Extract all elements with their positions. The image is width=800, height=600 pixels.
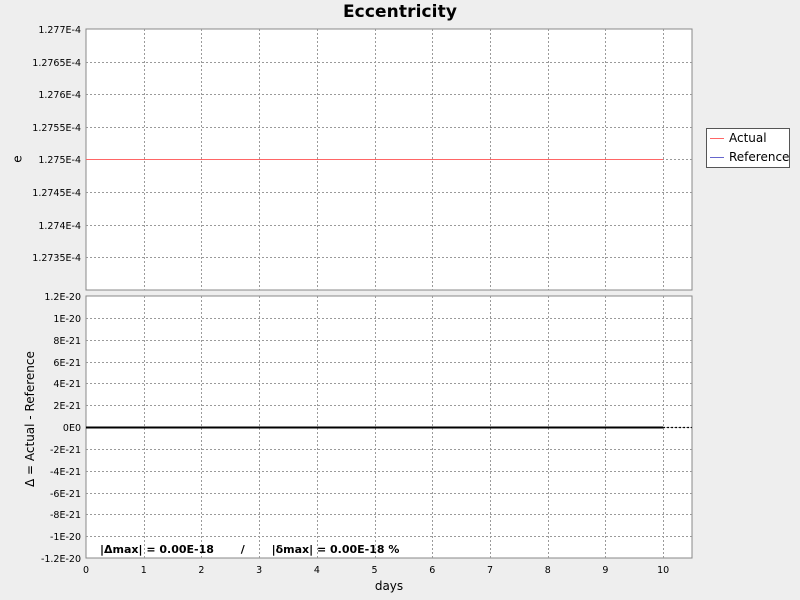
x-tick-label: 9 xyxy=(602,565,608,576)
x-tick-label: 6 xyxy=(429,565,435,576)
y-tick-label: 1.2745E-4 xyxy=(32,188,81,199)
x-tick-label: 3 xyxy=(256,565,262,576)
y-tick-label: 0E0 xyxy=(63,423,81,434)
y-tick-label: -1E-20 xyxy=(50,532,81,543)
y-tick-label: 1.2E-20 xyxy=(44,292,81,303)
x-tick-label: 4 xyxy=(314,565,320,576)
x-tick-label: 1 xyxy=(141,565,147,576)
chart-title: Eccentricity xyxy=(342,2,458,22)
y-tick-label: 1.2765E-4 xyxy=(32,58,81,69)
y-tick-label: 1.274E-4 xyxy=(38,221,81,232)
legend-swatch-reference xyxy=(710,156,724,158)
bottom-plot: 1.2E-20 1E-20 8E-21 6E-21 4E-21 2E-21 0E0 -2E-2… xyxy=(41,292,693,576)
y-tick-label: 8E-21 xyxy=(53,336,81,347)
legend-label-reference: Reference xyxy=(729,150,790,164)
delta-stats-annotation: |Δmax| = 0.00E-18 / |δmax| = 0.00E-18 % xyxy=(100,543,400,556)
y-tick-label: 1.2755E-4 xyxy=(32,123,81,134)
legend-swatch-actual xyxy=(710,137,724,139)
x-tick-label: 0 xyxy=(83,565,89,576)
y-tick-label: 1.275E-4 xyxy=(38,155,81,166)
legend-item-actual: Actual xyxy=(710,130,767,146)
legend: Actual Reference xyxy=(706,128,790,168)
x-tick-label: 10 xyxy=(657,565,669,576)
x-tick-label: 2 xyxy=(198,565,204,576)
x-tick-label: 8 xyxy=(545,565,551,576)
x-tick-label: 5 xyxy=(372,565,378,576)
y-tick-label: -2E-21 xyxy=(50,445,81,456)
y-tick-label: -1.2E-20 xyxy=(41,554,81,565)
x-tick-label: 7 xyxy=(487,565,493,576)
y-tick-label: 2E-21 xyxy=(53,401,81,412)
y-tick-label: -8E-21 xyxy=(50,510,81,521)
y-tick-label: 6E-21 xyxy=(53,358,81,369)
legend-item-reference: Reference xyxy=(710,149,789,165)
top-plot: 1.2735E-4 1.274E-4 1.2745E-4 1.275E-4 1.2755… xyxy=(32,25,693,291)
y-tick-label: -6E-21 xyxy=(50,489,81,500)
y-tick-label: 4E-21 xyxy=(53,379,81,390)
y-tick-label: 1.2735E-4 xyxy=(32,253,81,264)
y-tick-label: 1E-20 xyxy=(53,314,81,325)
y-tick-label: 1.277E-4 xyxy=(38,25,81,36)
legend-label-actual: Actual xyxy=(729,131,767,145)
y-tick-label: -4E-21 xyxy=(50,467,81,478)
x-axis-label: days xyxy=(374,579,404,593)
y-tick-label: 1.276E-4 xyxy=(38,90,81,101)
